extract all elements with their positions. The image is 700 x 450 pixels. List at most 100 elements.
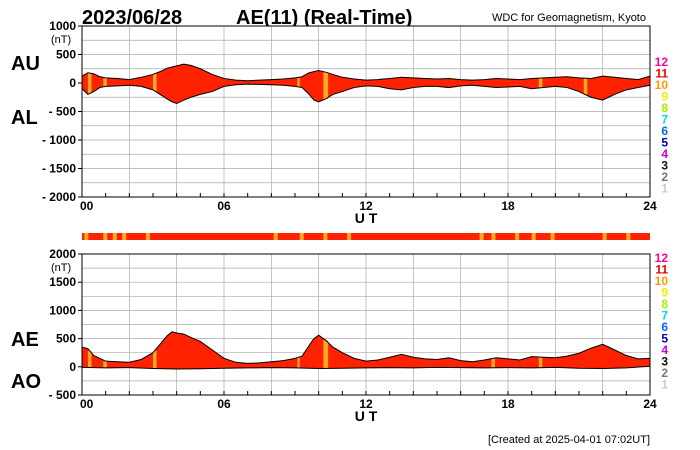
series-label-al: AL bbox=[11, 107, 38, 129]
strip-mark bbox=[84, 233, 89, 240]
series-line-au bbox=[81, 63, 651, 82]
legend-station-count: 5 bbox=[661, 332, 668, 346]
y-tick-label: 2000 bbox=[49, 247, 76, 261]
legend-station-count: 4 bbox=[661, 147, 668, 161]
legend-station-count: 9 bbox=[661, 90, 668, 104]
x-tick-label: 06 bbox=[217, 199, 231, 213]
x-axis-label: U T bbox=[355, 408, 378, 424]
index-fill-area bbox=[82, 64, 650, 104]
y-tick-label: 1500 bbox=[49, 275, 76, 289]
chart-source: WDC for Geomagnetism, Kyoto bbox=[492, 12, 646, 24]
station-highlight-band bbox=[323, 340, 329, 369]
station-highlight-band bbox=[87, 73, 92, 94]
x-tick-label: 06 bbox=[217, 397, 231, 411]
y-tick-label: - 500 bbox=[49, 105, 77, 119]
series-line-al bbox=[81, 83, 651, 105]
legend-station-count: 5 bbox=[661, 136, 668, 150]
y-tick-label: 1000 bbox=[49, 19, 76, 33]
strip-mark bbox=[626, 233, 631, 240]
series-label-ao: AO bbox=[11, 371, 41, 393]
legend-station-count: 1 bbox=[661, 182, 668, 196]
y-tick-label: 500 bbox=[56, 332, 76, 346]
created-timestamp: [Created at 2025-04-01 07:02UT] bbox=[488, 434, 650, 446]
legend-station-count: 12 bbox=[655, 55, 669, 69]
y-tick-label: 0 bbox=[69, 76, 76, 90]
station-highlight-band bbox=[297, 357, 300, 369]
y-tick-label: - 500 bbox=[49, 388, 77, 402]
legend-station-count: 7 bbox=[661, 309, 668, 323]
y-tick-label: 1000 bbox=[49, 303, 76, 317]
y-tick-label: - 1500 bbox=[42, 162, 76, 176]
legend-station-count: 3 bbox=[661, 159, 668, 173]
strip-mark bbox=[479, 233, 484, 240]
station-highlight-band bbox=[538, 357, 543, 368]
x-tick-label: 12 bbox=[359, 397, 373, 411]
strip-mark bbox=[112, 233, 117, 240]
legend-station-count: 2 bbox=[661, 366, 668, 380]
station-count-strip bbox=[82, 233, 650, 240]
strip-mark bbox=[491, 233, 496, 240]
strip-mark bbox=[347, 233, 352, 240]
series-label-au: AU bbox=[11, 53, 40, 75]
y-tick-label: - 2000 bbox=[42, 190, 76, 204]
strip-mark bbox=[323, 233, 328, 240]
legend-station-count: 7 bbox=[661, 113, 668, 127]
legend-station-count: 6 bbox=[661, 320, 668, 334]
legend-station-count: 3 bbox=[661, 355, 668, 369]
x-tick-label: 00 bbox=[80, 397, 94, 411]
legend-station-count: 10 bbox=[655, 78, 669, 92]
legend-station-count: 11 bbox=[655, 263, 668, 277]
station-highlight-band bbox=[103, 360, 107, 368]
series-label-ae: AE bbox=[11, 329, 39, 351]
index-fill-area bbox=[82, 331, 650, 370]
strip-mark bbox=[550, 233, 555, 240]
ae-ao-panel: 2000 1500 1000 500 0 - 500 (nT) 00 06 12 18 24 U T AE… bbox=[11, 247, 657, 424]
legend-station-count: 6 bbox=[661, 124, 668, 138]
x-tick-label: 12 bbox=[359, 199, 373, 213]
strip-mark bbox=[103, 233, 108, 240]
legend-station-count: 10 bbox=[655, 274, 669, 288]
x-tick-label: 24 bbox=[643, 199, 657, 213]
strip-mark bbox=[515, 233, 520, 240]
y-unit-label: (nT) bbox=[51, 34, 71, 46]
legend-station-count: 8 bbox=[661, 101, 668, 115]
station-highlight-band bbox=[153, 350, 157, 369]
y-tick-label: 500 bbox=[56, 48, 76, 62]
y-unit-label: (nT) bbox=[51, 262, 71, 274]
strip-mark bbox=[273, 233, 278, 240]
x-tick-label: 18 bbox=[501, 199, 515, 213]
y-tick-label: - 1000 bbox=[42, 133, 76, 147]
legend-station-count: 8 bbox=[661, 297, 668, 311]
x-tick-label: 18 bbox=[501, 397, 515, 411]
strip-base bbox=[82, 233, 650, 240]
chart-title: AE(11) (Real-Time) bbox=[236, 7, 412, 29]
y-tick-label: 0 bbox=[69, 360, 76, 374]
series-line-ae bbox=[81, 331, 651, 364]
strip-mark bbox=[122, 233, 127, 240]
station-highlight-band bbox=[491, 358, 495, 368]
station-highlight-band bbox=[103, 77, 107, 87]
au-al-panel: 1000 500 0 - 500 - 1000 - 1500 - 2000 (nT) 00 06 1… bbox=[11, 19, 657, 226]
x-tick-label: 24 bbox=[643, 397, 657, 411]
strip-mark bbox=[145, 233, 150, 240]
strip-mark bbox=[602, 233, 607, 240]
x-tick-label: 00 bbox=[80, 199, 94, 213]
station-highlight-band bbox=[323, 72, 329, 99]
strip-mark bbox=[299, 233, 304, 240]
legend-station-count: 1 bbox=[661, 378, 668, 392]
legend-station-count: 4 bbox=[661, 343, 668, 357]
legend-station-count: 9 bbox=[661, 286, 668, 300]
station-highlight-band bbox=[87, 350, 92, 368]
legend-station-count: 2 bbox=[661, 170, 668, 184]
series-line-ao bbox=[81, 365, 651, 370]
x-axis-label: U T bbox=[355, 210, 378, 226]
chart-date: 2023/06/28 bbox=[82, 7, 182, 29]
legend-station-count: 12 bbox=[655, 251, 669, 265]
strip-mark bbox=[531, 233, 536, 240]
station-highlight-band bbox=[538, 78, 543, 88]
station-highlight-band bbox=[297, 77, 300, 87]
station-highlight-band bbox=[153, 73, 157, 91]
